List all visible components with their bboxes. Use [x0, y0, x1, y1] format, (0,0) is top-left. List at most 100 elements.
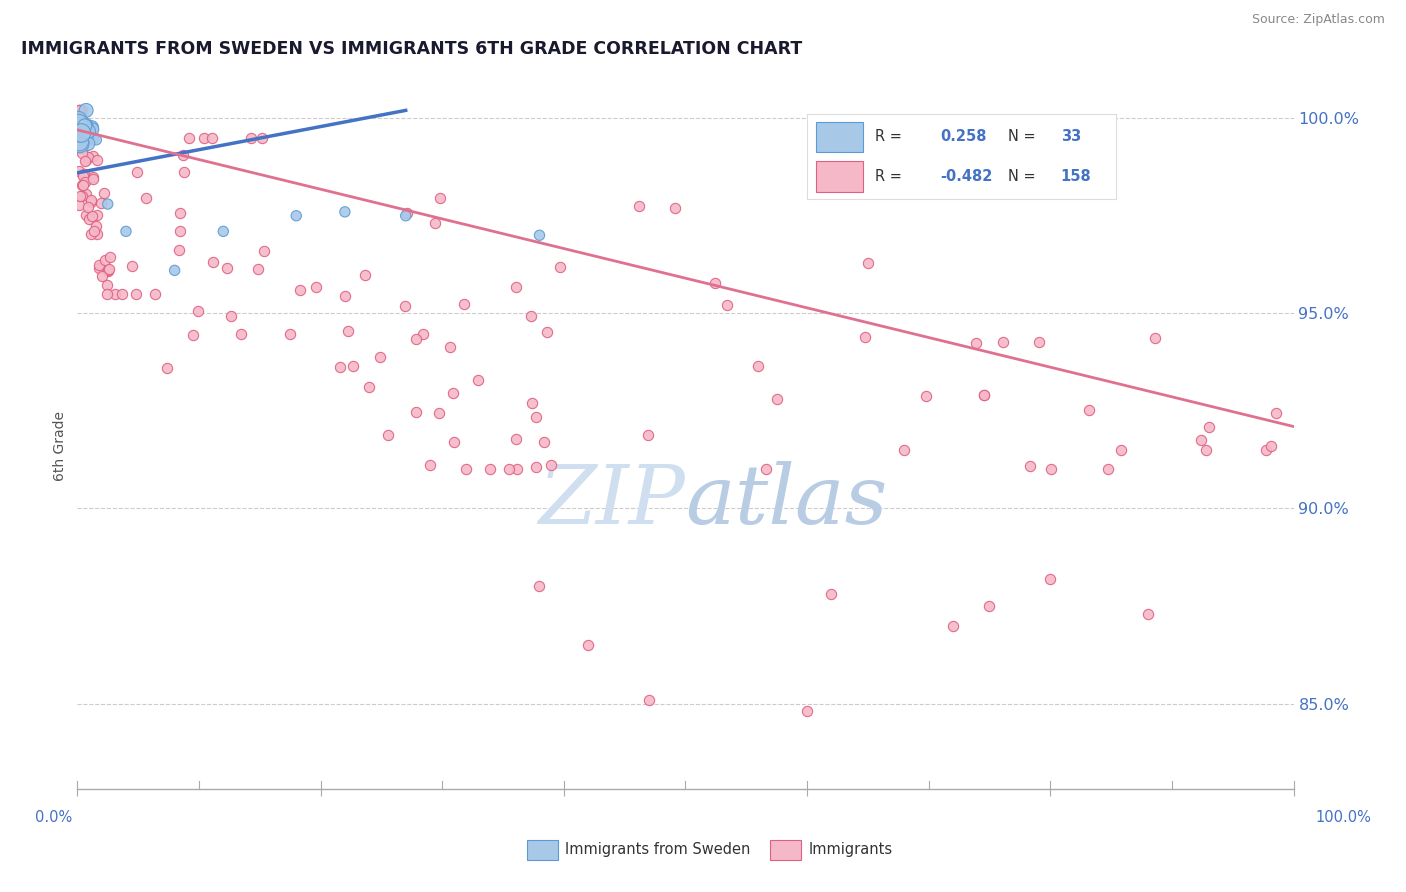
Point — [169, 224, 191, 238]
Point — [412, 326, 434, 341]
Text: 33: 33 — [1060, 129, 1081, 145]
Point — [70, 189, 93, 203]
Point — [91, 268, 114, 283]
Point — [97, 261, 120, 276]
Point — [73, 154, 96, 169]
Point — [429, 191, 451, 205]
Point — [75, 103, 97, 118]
Point — [181, 327, 204, 342]
Point — [377, 428, 399, 442]
Point — [69, 189, 91, 203]
Point — [80, 120, 103, 135]
Text: 0.0%: 0.0% — [35, 810, 72, 825]
Point — [70, 146, 93, 161]
Point — [67, 103, 90, 118]
Point — [467, 373, 489, 387]
Point — [1136, 607, 1159, 621]
Point — [86, 153, 108, 167]
Point — [240, 130, 263, 145]
Point — [70, 140, 93, 154]
Point — [638, 692, 661, 706]
Point — [520, 396, 543, 410]
Point — [1097, 462, 1119, 476]
Point — [135, 191, 157, 205]
Point — [169, 244, 191, 258]
Point — [285, 209, 308, 223]
Point — [524, 410, 547, 425]
Point — [73, 128, 96, 142]
Point — [75, 131, 97, 145]
Point — [75, 153, 97, 168]
Point — [820, 587, 842, 601]
Point — [1039, 462, 1062, 476]
Point — [77, 200, 100, 214]
Point — [550, 260, 572, 275]
Point — [72, 141, 94, 155]
Point — [357, 380, 380, 394]
Bar — [817, 121, 863, 153]
Point — [90, 196, 112, 211]
Text: 158: 158 — [1060, 169, 1091, 185]
Point — [80, 227, 103, 242]
Point — [215, 261, 238, 276]
Point — [86, 227, 108, 241]
Point — [755, 462, 778, 476]
Point — [915, 389, 938, 403]
Text: N =: N = — [1008, 129, 1040, 145]
Point — [73, 119, 96, 133]
Text: -0.482: -0.482 — [941, 169, 993, 185]
Point — [498, 462, 520, 476]
Point — [524, 460, 547, 475]
Point — [221, 309, 243, 323]
Point — [1189, 434, 1212, 448]
Point — [69, 136, 91, 151]
Point — [637, 427, 659, 442]
Point — [67, 120, 90, 135]
Point — [201, 130, 224, 145]
Point — [121, 259, 143, 273]
Point — [627, 198, 650, 212]
Point — [529, 579, 551, 593]
Text: R =: R = — [875, 129, 907, 145]
Point — [67, 163, 90, 178]
Point — [1078, 403, 1101, 417]
Point — [335, 289, 357, 303]
Point — [965, 335, 987, 350]
Point — [853, 330, 876, 344]
Point — [505, 279, 527, 293]
Point — [79, 212, 101, 227]
Point — [288, 283, 311, 297]
Point — [125, 165, 148, 179]
Point — [86, 133, 108, 147]
Point — [67, 117, 90, 131]
Point — [703, 276, 725, 290]
Point — [82, 171, 104, 186]
Point — [69, 103, 91, 118]
Point — [143, 286, 166, 301]
Point — [253, 244, 276, 258]
Point — [80, 193, 103, 207]
Text: R =: R = — [875, 169, 907, 185]
Point — [70, 103, 93, 118]
Point — [66, 136, 89, 151]
Point — [94, 252, 117, 267]
Point — [453, 296, 475, 310]
Point — [396, 206, 419, 220]
Point — [419, 458, 441, 473]
Point — [156, 360, 179, 375]
Point — [177, 130, 200, 145]
Point — [529, 228, 551, 243]
Point — [456, 462, 478, 476]
Point — [67, 109, 90, 123]
Y-axis label: 6th Grade: 6th Grade — [53, 411, 67, 481]
Point — [973, 388, 995, 402]
Point — [520, 310, 543, 324]
Point — [163, 263, 186, 277]
Point — [67, 120, 90, 134]
Point — [443, 435, 465, 450]
Point — [67, 137, 90, 152]
Point — [73, 124, 96, 138]
Point — [67, 103, 90, 118]
Point — [336, 324, 359, 338]
Point — [80, 210, 103, 224]
